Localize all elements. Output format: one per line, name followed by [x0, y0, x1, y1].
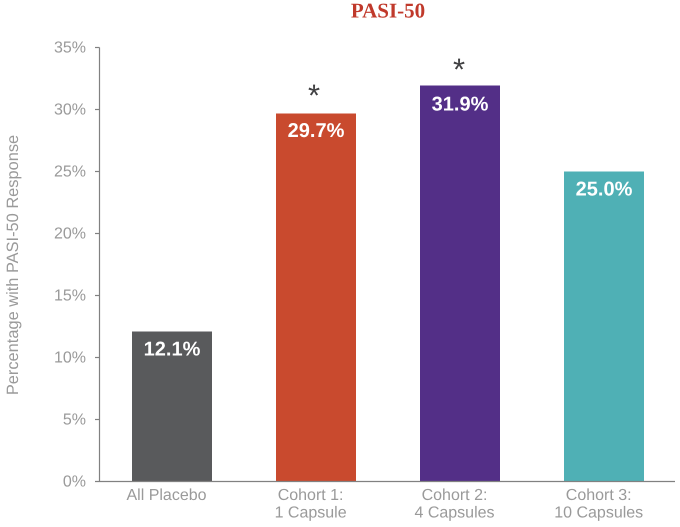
svg-text:31.9%: 31.9%	[432, 93, 489, 115]
svg-text:All Placebo: All Placebo	[126, 487, 206, 504]
svg-text:15%: 15%	[54, 288, 86, 305]
svg-text:35%: 35%	[54, 40, 86, 57]
svg-text:25%: 25%	[54, 164, 86, 181]
svg-text:Cohort 1:: Cohort 1:	[278, 487, 344, 504]
svg-text:Percentage with PASI-50 Respon: Percentage with PASI-50 Response	[4, 135, 22, 395]
svg-text:*: *	[453, 52, 465, 87]
svg-text:20%: 20%	[54, 226, 86, 243]
svg-text:Cohort 2:: Cohort 2:	[422, 487, 488, 504]
svg-text:*: *	[308, 78, 320, 113]
svg-text:25.0%: 25.0%	[576, 179, 633, 201]
svg-text:29.7%: 29.7%	[288, 120, 345, 142]
svg-text:30%: 30%	[54, 102, 86, 119]
svg-text:10 Capsules: 10 Capsules	[554, 505, 643, 522]
svg-text:1 Capsule: 1 Capsule	[275, 505, 347, 522]
svg-text:0%: 0%	[63, 474, 86, 491]
svg-text:4 Capsules: 4 Capsules	[414, 505, 494, 522]
svg-text:Cohort 3:: Cohort 3:	[566, 487, 632, 504]
svg-text:5%: 5%	[63, 412, 86, 429]
svg-text:PASI-50: PASI-50	[351, 0, 425, 23]
svg-text:10%: 10%	[54, 350, 86, 367]
svg-text:12.1%: 12.1%	[144, 339, 201, 361]
